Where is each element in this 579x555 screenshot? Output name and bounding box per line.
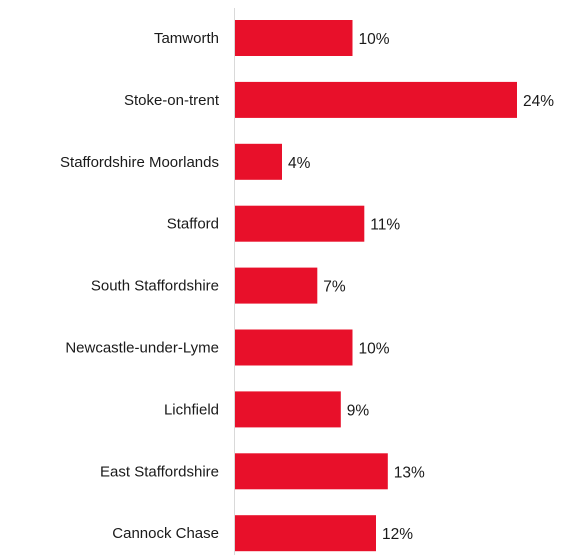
bar-4 (235, 267, 318, 304)
bar-6 (235, 391, 341, 428)
category-label: Stafford (167, 216, 219, 233)
category-label: Tamworth (154, 30, 219, 47)
value-label: 24% (523, 93, 554, 110)
bar-8 (235, 515, 376, 552)
bar-3 (235, 205, 365, 242)
bar-7 (235, 453, 388, 490)
labels-layer: Tamworth 10% Stoke-on-trent 24% Staffordshir… (60, 30, 554, 543)
bars-layer (235, 20, 517, 552)
value-label: 11% (370, 217, 400, 234)
value-label: 12% (382, 526, 413, 543)
value-label: 10% (359, 31, 390, 48)
category-label: Cannock Chase (112, 525, 219, 542)
category-label: Lichfield (164, 401, 219, 418)
category-label: Newcastle-under-Lyme (65, 340, 219, 357)
value-label: 10% (359, 341, 390, 358)
value-label: 13% (394, 464, 425, 481)
bar-0 (235, 20, 353, 56)
category-label: Staffordshire Moorlands (60, 154, 219, 171)
category-label: South Staffordshire (91, 278, 219, 295)
value-label: 9% (347, 402, 370, 419)
value-label: 7% (323, 279, 346, 296)
category-label: Stoke-on-trent (124, 92, 220, 109)
category-label: East Staffordshire (100, 463, 219, 480)
value-label: 4% (288, 155, 311, 172)
bar-2 (235, 143, 282, 180)
bar-5 (235, 329, 353, 366)
bar-1 (235, 81, 517, 118)
